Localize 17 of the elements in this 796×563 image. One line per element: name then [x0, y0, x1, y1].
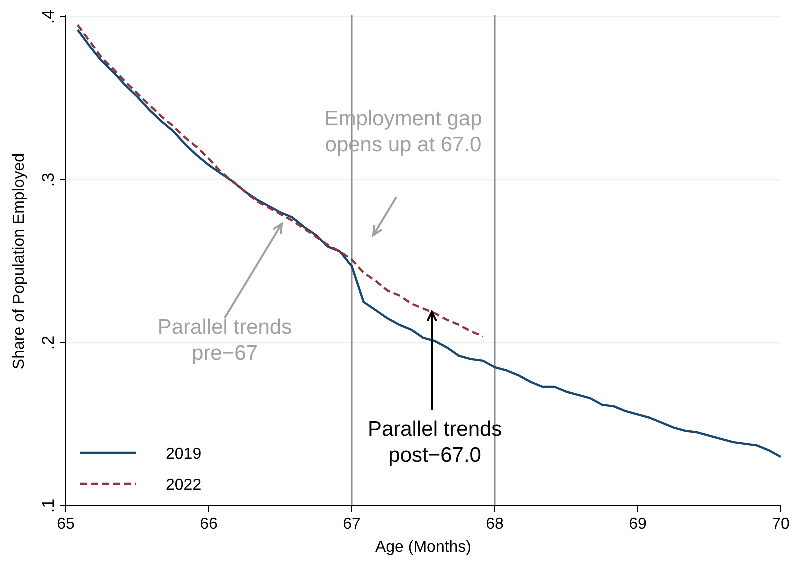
y-tick-label: .4 — [39, 10, 58, 24]
x-tick-label: 69 — [629, 516, 647, 533]
x-tick-label: 66 — [200, 516, 218, 533]
x-tick-label: 65 — [57, 516, 75, 533]
x-axis-title: Age (Months) — [375, 539, 472, 556]
x-tick-label: 67 — [343, 516, 361, 533]
x-tick-label: 70 — [772, 516, 790, 533]
annotation: Parallel trends pre−67 — [158, 316, 292, 365]
y-tick-label: .1 — [39, 498, 58, 514]
y-tick-label: .2 — [39, 336, 58, 350]
y-axis-title: Share of Population Employed — [11, 153, 28, 370]
legend-label: 2022 — [166, 477, 202, 494]
annotation: Parallel trends post−67.0 — [368, 418, 502, 468]
line-series — [76, 24, 484, 338]
x-tick-label: 68 — [486, 516, 504, 533]
y-tick-label: .3 — [39, 172, 58, 188]
legend-label: 2019 — [166, 446, 202, 463]
